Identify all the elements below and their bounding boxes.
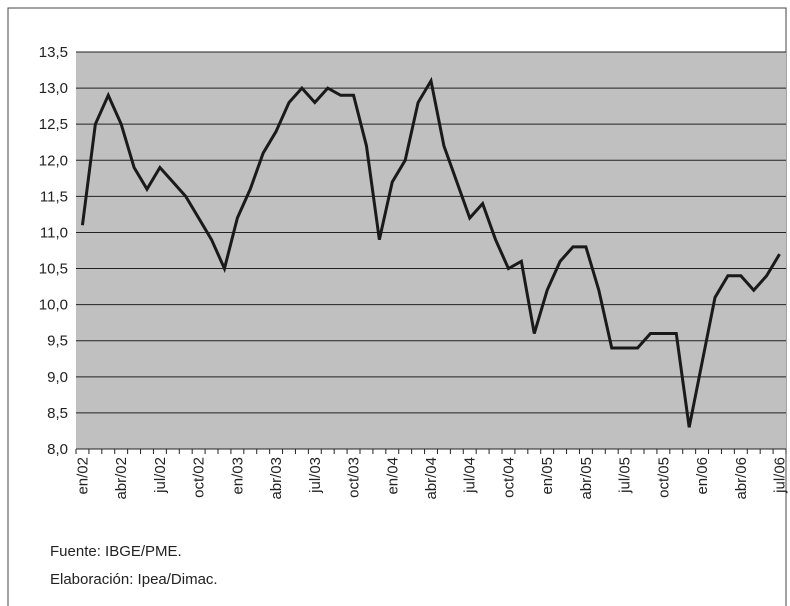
x-tick-label: en/03 [229,457,246,495]
x-tick-label: jul/02 [152,457,169,494]
x-tick-label: oct/03 [346,457,363,498]
y-tick-label: 12,5 [39,116,68,133]
y-tick-label: 9,0 [47,369,68,386]
note: Fuente: IBGE/PME. [50,543,182,560]
y-tick-label: 13,0 [39,80,68,97]
x-tick-label: oct/05 [655,457,672,498]
y-tick-label: 10,5 [39,261,68,278]
x-tick-label: jul/03 [307,457,324,494]
x-tick-label: abr/02 [113,457,130,500]
plot-area [76,52,786,449]
note: Elaboración: Ipea/Dimac. [50,571,218,588]
y-tick-label: 10,0 [39,297,68,314]
y-tick-label: 12,0 [39,152,68,169]
y-tick-label: 8,0 [47,441,68,458]
y-tick-label: 11,0 [40,224,68,241]
y-tick-label: 11,5 [40,188,68,205]
x-tick-label: abr/03 [268,457,285,500]
y-tick-label: 9,5 [47,333,68,350]
x-tick-label: en/04 [384,457,401,495]
x-tick-label: en/06 [694,457,711,495]
x-tick-label: en/05 [539,457,556,495]
x-tick-label: jul/06 [772,457,789,494]
x-tick-label: oct/04 [500,457,517,498]
x-tick-label: en/02 [74,457,91,495]
x-tick-label: abr/04 [423,457,440,500]
y-tick-label: 13,5 [39,44,68,61]
y-tick-label: 8,5 [47,405,68,422]
x-tick-label: oct/02 [191,457,208,498]
x-tick-label: jul/04 [462,457,479,494]
x-tick-label: abr/06 [733,457,750,500]
x-tick-label: jul/05 [617,457,634,494]
x-tick-label: abr/05 [578,457,595,500]
data-line [80,76,781,428]
